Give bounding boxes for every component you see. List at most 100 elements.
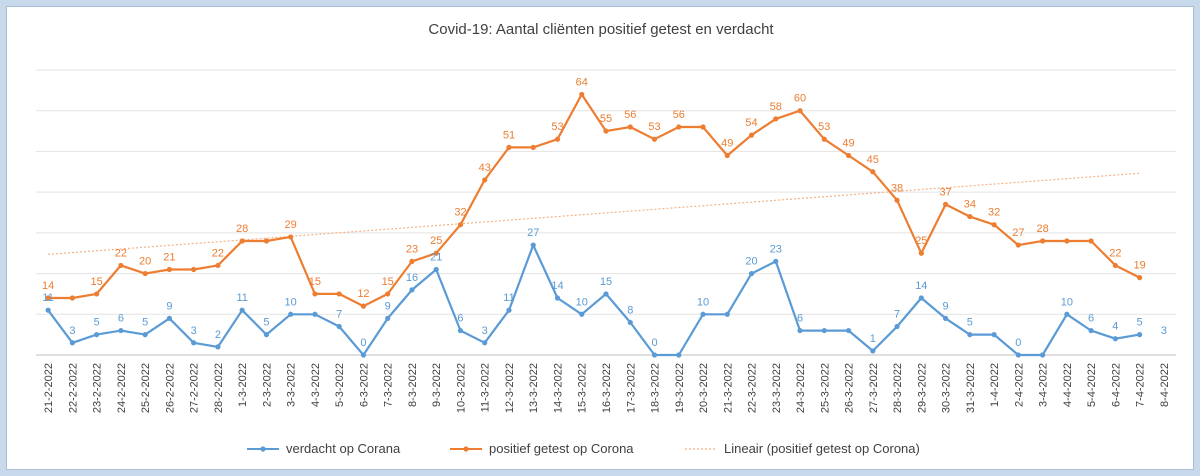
- data-point: [288, 311, 294, 317]
- data-point: [894, 197, 900, 203]
- x-tick-label: 3-4-2022: [1038, 363, 1050, 407]
- x-tick-label: 6-4-2022: [1110, 363, 1122, 407]
- data-label: 37: [939, 186, 951, 198]
- legend-label-verdacht: verdacht op Corana: [286, 441, 401, 456]
- data-point: [94, 291, 100, 297]
- data-label: 6: [118, 313, 124, 325]
- data-point: [724, 311, 730, 317]
- data-label: 5: [263, 317, 269, 329]
- legend-item-positief: positief getest op Corona: [450, 441, 634, 456]
- data-point: [263, 332, 270, 338]
- x-tick-label: 21-3-2022: [722, 363, 734, 413]
- data-point: [845, 152, 852, 159]
- data-label: 11: [236, 292, 247, 304]
- x-axis-ticks: 21-2-2022 22-2-2022 23-2-2022 24-2-2022 25-2…: [43, 363, 1171, 413]
- x-tick-label: 4-4-2022: [1062, 363, 1074, 407]
- x-tick-label: 22-2-2022: [67, 363, 79, 413]
- data-label: 14: [42, 280, 54, 292]
- data-label: 9: [385, 300, 391, 312]
- data-point: [821, 327, 827, 334]
- data-point: [918, 250, 924, 256]
- x-tick-label: 24-2-2022: [116, 363, 128, 413]
- data-point: [967, 213, 973, 220]
- data-point: [627, 319, 633, 326]
- data-point: [385, 315, 391, 321]
- data-label: 55: [600, 113, 612, 125]
- data-label: 25: [915, 235, 927, 247]
- data-point: [457, 222, 464, 228]
- x-tick-label: 5-4-2022: [1086, 363, 1098, 407]
- data-label: 10: [285, 296, 297, 308]
- data-label: 22: [1109, 247, 1121, 259]
- data-label: 6: [457, 313, 463, 325]
- data-label: 60: [794, 93, 806, 105]
- gridlines: [36, 69, 1176, 356]
- data-label: 29: [285, 219, 297, 231]
- data-point: [69, 340, 75, 346]
- data-label: 28: [236, 223, 248, 235]
- data-point: [45, 295, 51, 301]
- data-point: [554, 295, 561, 301]
- data-label: 5: [94, 317, 100, 329]
- x-tick-label: 25-3-2022: [819, 363, 831, 413]
- data-point: [1137, 332, 1143, 338]
- data-label: 8: [627, 304, 633, 316]
- x-tick-label: 21-2-2022: [43, 363, 55, 413]
- data-point: [870, 169, 876, 175]
- data-point: [894, 323, 900, 330]
- data-point: [700, 311, 706, 317]
- x-tick-label: 30-3-2022: [941, 363, 953, 413]
- data-label: 21: [430, 252, 442, 264]
- x-tick-label: 2-4-2022: [1013, 363, 1025, 407]
- data-label: 43: [479, 162, 491, 174]
- data-point: [530, 242, 536, 248]
- data-label: 0: [1015, 337, 1021, 349]
- data-label: 56: [673, 109, 685, 121]
- data-point: [724, 152, 730, 159]
- data-label: 12: [357, 288, 369, 300]
- data-label: 5: [1137, 317, 1143, 329]
- chart-frame: Covid-19: Aantal cliënten positief getes…: [6, 6, 1194, 470]
- x-tick-label: 5-3-2022: [334, 363, 346, 407]
- data-label: 32: [988, 207, 1000, 219]
- legend-item-lineair: Lineair (positief getest op Corona): [685, 441, 920, 456]
- data-label: 5: [142, 317, 148, 329]
- data-point: [142, 332, 148, 338]
- data-point: [845, 327, 852, 334]
- data-point: [748, 132, 755, 138]
- x-tick-label: 19-3-2022: [674, 363, 686, 413]
- data-label: 10: [1061, 296, 1073, 308]
- data-point: [457, 327, 464, 334]
- data-label: 53: [648, 121, 660, 133]
- data-label: 0: [360, 337, 366, 349]
- data-label: 0: [651, 337, 657, 349]
- trendline-lineair: [48, 172, 1140, 255]
- data-point: [288, 234, 294, 240]
- data-label: 6: [1088, 313, 1094, 325]
- data-label: 9: [943, 300, 949, 312]
- data-label: 14: [551, 280, 563, 292]
- data-point: [94, 332, 100, 338]
- data-label: 54: [745, 117, 757, 129]
- data-point: [385, 291, 391, 297]
- data-point: [967, 332, 973, 338]
- data-label: 51: [503, 129, 515, 141]
- data-point: [215, 262, 221, 269]
- data-label: 3: [69, 325, 75, 337]
- x-tick-label: 22-3-2022: [747, 363, 759, 413]
- x-tick-label: 8-3-2022: [407, 363, 419, 407]
- data-label: 27: [527, 227, 539, 239]
- data-point: [676, 352, 682, 358]
- x-tick-label: 8-4-2022: [1159, 363, 1171, 407]
- x-tick-label: 10-3-2022: [455, 363, 467, 413]
- x-tick-label: 6-3-2022: [358, 363, 370, 407]
- data-label: 14: [915, 280, 927, 292]
- data-point: [191, 266, 197, 273]
- data-label: 34: [964, 199, 976, 211]
- data-point: [433, 266, 439, 273]
- x-tick-label: 23-3-2022: [771, 363, 783, 413]
- data-point: [603, 128, 609, 134]
- series-positief-line: [48, 93, 1141, 308]
- data-point: [69, 295, 75, 301]
- data-point: [191, 340, 197, 346]
